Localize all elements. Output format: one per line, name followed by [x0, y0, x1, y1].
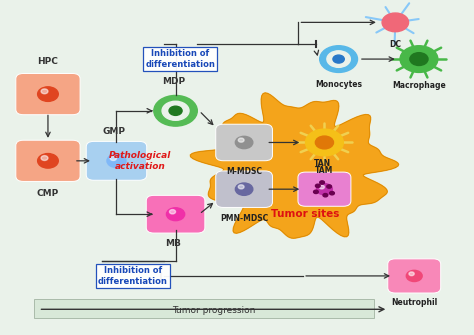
Circle shape: [400, 46, 438, 72]
Circle shape: [166, 208, 185, 221]
Circle shape: [238, 185, 244, 189]
Circle shape: [314, 190, 318, 194]
FancyBboxPatch shape: [86, 141, 147, 180]
Circle shape: [315, 136, 334, 149]
Text: DC: DC: [389, 40, 401, 49]
FancyBboxPatch shape: [16, 140, 80, 182]
FancyBboxPatch shape: [388, 259, 441, 293]
Text: MDP: MDP: [162, 77, 185, 86]
Text: CMP: CMP: [37, 189, 59, 198]
Circle shape: [37, 87, 58, 102]
Circle shape: [329, 192, 334, 195]
Circle shape: [154, 95, 197, 126]
Circle shape: [41, 156, 48, 160]
Circle shape: [236, 136, 253, 149]
Circle shape: [382, 13, 409, 32]
Text: Tumor sites: Tumor sites: [271, 209, 340, 219]
Circle shape: [327, 185, 331, 188]
Circle shape: [327, 51, 350, 67]
Circle shape: [110, 156, 117, 160]
Circle shape: [319, 181, 324, 184]
Circle shape: [169, 106, 182, 115]
Circle shape: [170, 210, 175, 214]
FancyBboxPatch shape: [16, 73, 80, 115]
FancyBboxPatch shape: [216, 124, 273, 161]
Circle shape: [409, 272, 414, 276]
FancyBboxPatch shape: [216, 171, 273, 207]
FancyBboxPatch shape: [298, 172, 351, 206]
Circle shape: [238, 138, 244, 142]
Circle shape: [406, 270, 422, 281]
FancyBboxPatch shape: [34, 299, 374, 318]
FancyBboxPatch shape: [146, 195, 205, 233]
Text: PMN-MDSC: PMN-MDSC: [220, 213, 268, 222]
Text: Macrophage: Macrophage: [392, 81, 446, 90]
Circle shape: [162, 101, 189, 120]
Circle shape: [410, 53, 428, 65]
Text: Inhibition of
differentiation: Inhibition of differentiation: [146, 49, 215, 69]
Text: M-MDSC: M-MDSC: [226, 167, 262, 176]
Circle shape: [41, 89, 48, 94]
Text: Tumor progression: Tumor progression: [172, 306, 255, 315]
Circle shape: [333, 55, 344, 63]
Text: HPC: HPC: [37, 57, 58, 66]
Circle shape: [306, 129, 343, 156]
Text: TAN: TAN: [313, 158, 331, 168]
Circle shape: [37, 153, 58, 168]
Text: Neutrophil: Neutrophil: [391, 297, 438, 307]
Text: GMP: GMP: [103, 127, 126, 136]
Circle shape: [317, 184, 332, 195]
Circle shape: [107, 154, 126, 168]
Circle shape: [323, 194, 328, 197]
Text: Monocytes: Monocytes: [315, 80, 362, 89]
Text: Inhibition of
differentiation: Inhibition of differentiation: [98, 266, 168, 286]
Circle shape: [316, 184, 320, 188]
Circle shape: [236, 183, 253, 195]
Text: TAM: TAM: [315, 166, 334, 175]
Text: MB: MB: [165, 239, 181, 248]
Polygon shape: [191, 93, 399, 238]
Text: Pathological
activation: Pathological activation: [109, 151, 171, 171]
Circle shape: [319, 46, 357, 72]
Circle shape: [319, 185, 324, 189]
